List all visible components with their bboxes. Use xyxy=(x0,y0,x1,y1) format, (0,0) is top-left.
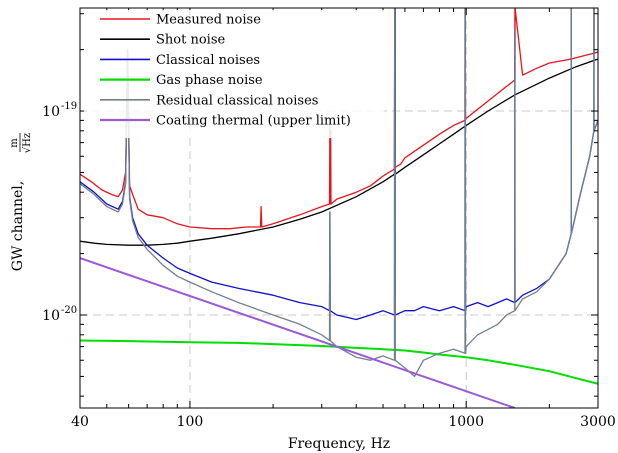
legend-box xyxy=(84,10,384,138)
legend-label: Coating thermal (upper limit) xyxy=(156,114,351,129)
y-tick-label-exponent: -20 xyxy=(61,305,77,316)
y-tick-label: 10 xyxy=(42,104,60,120)
series-line-5 xyxy=(80,257,516,408)
series-line-4 xyxy=(80,8,598,378)
series-line-0 xyxy=(80,8,598,230)
legend-label: Gas phase noise xyxy=(156,73,263,88)
legend: Measured noise Shot noise Classical noises… xyxy=(84,10,384,138)
legend-label: Classical noises xyxy=(156,53,260,68)
series-line-1 xyxy=(80,8,598,246)
x-tick-label: 1000 xyxy=(448,414,484,430)
legend-label: Residual classical noises xyxy=(156,93,318,108)
x-axis-title: Frequency, Hz xyxy=(288,436,390,452)
y-tick-label-exponent: -19 xyxy=(61,101,77,112)
series-group xyxy=(80,8,598,408)
y-tick-label: 10 xyxy=(42,308,60,324)
plot-frame xyxy=(79,7,599,409)
y-axis-title-unit-numerator: m xyxy=(9,138,20,148)
y-axis-title: GW channel, m √Hz xyxy=(9,133,33,271)
x-tick-label: 100 xyxy=(177,414,204,430)
y-axis-title-unit-denominator: √Hz xyxy=(22,133,33,153)
x-tick-label: 40 xyxy=(71,414,89,430)
y-axis-title-main: GW channel, xyxy=(10,181,26,271)
x-tick-label: 3000 xyxy=(580,414,616,430)
legend-label: Shot noise xyxy=(156,33,225,48)
legend-label: Measured noise xyxy=(156,13,261,28)
